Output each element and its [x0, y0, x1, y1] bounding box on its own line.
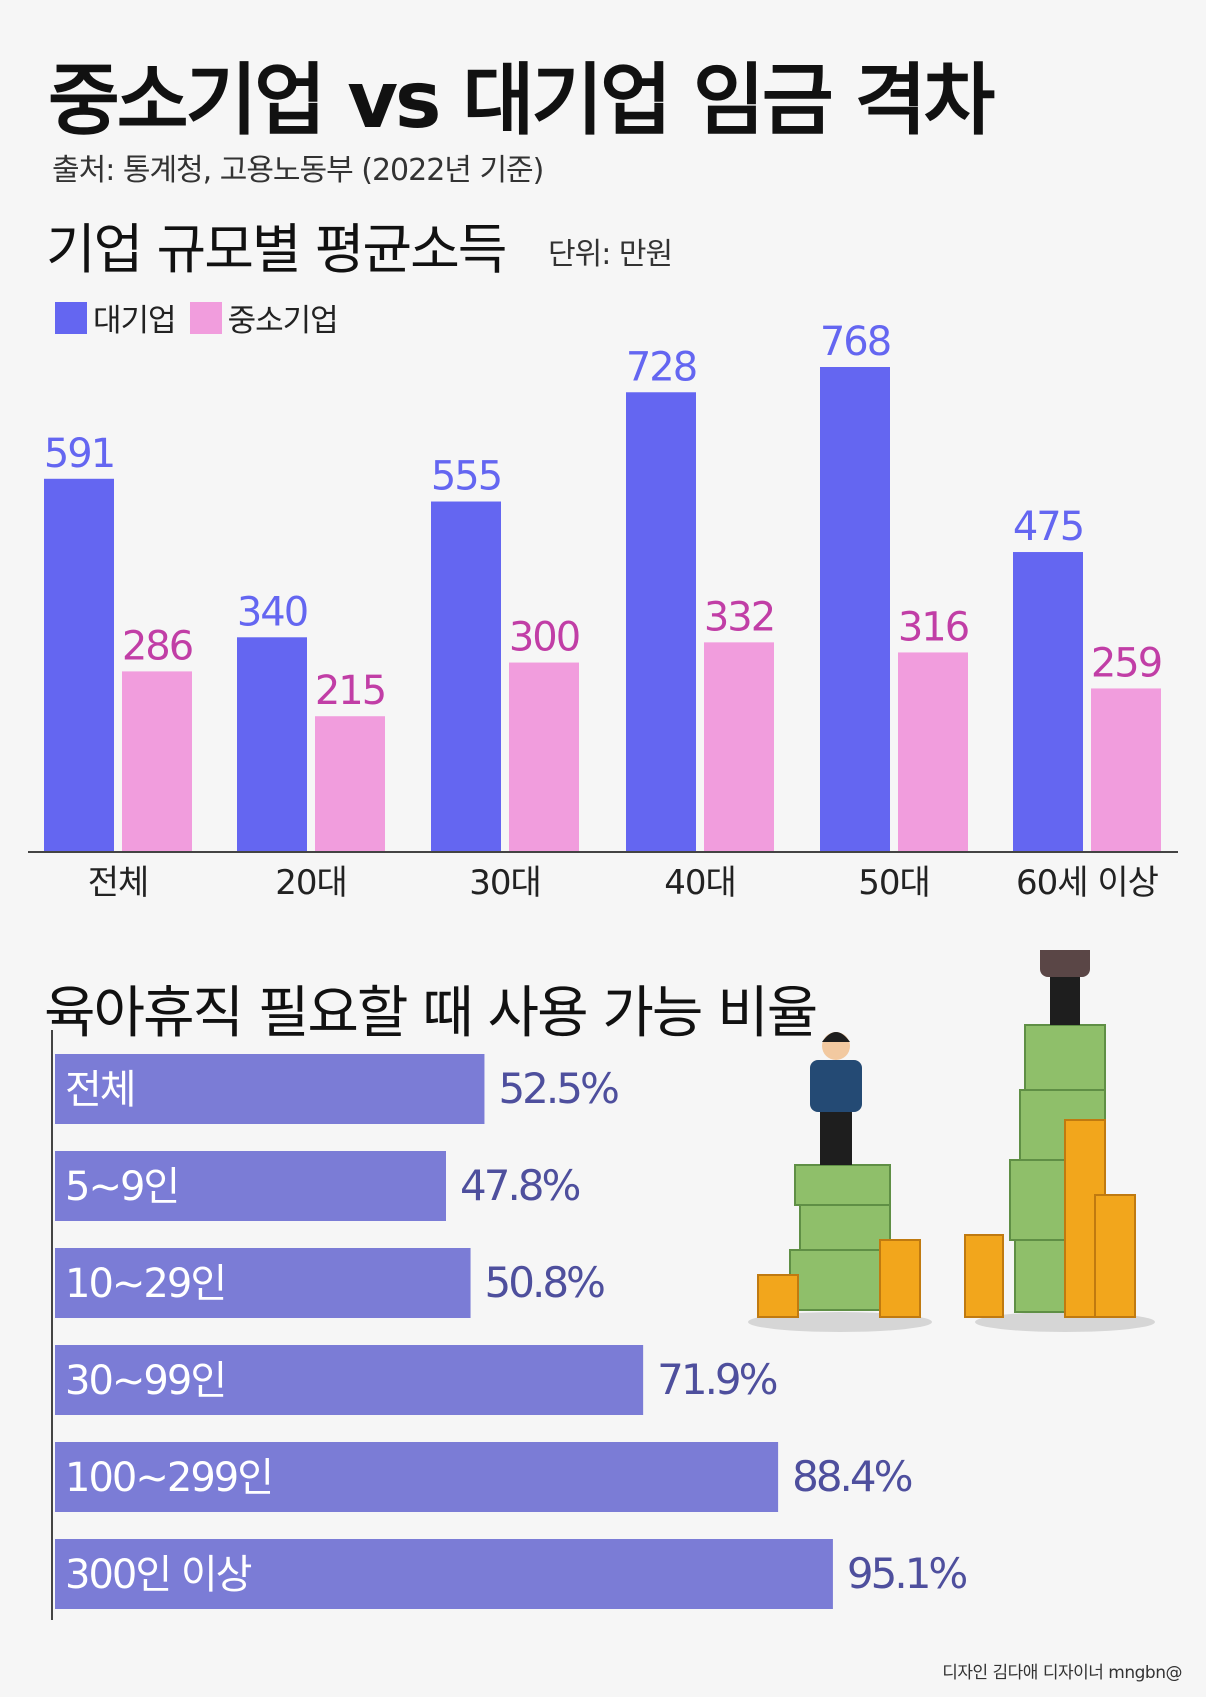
x-tick-label: 50대	[858, 863, 930, 903]
bar-value-label: 286	[122, 623, 192, 669]
hbar-1	[55, 1151, 447, 1221]
source-text: 출처: 통계청, 고용노동부 (2022년 기준)	[52, 153, 544, 188]
leave-bar-chart: 전체 52.5% 5~9인 47.8% 10~29인 50.8% 30~99인 71.9% 10…	[51, 1030, 969, 1620]
bar-small-5	[1091, 688, 1161, 852]
legend-item-small: 중소기업	[189, 295, 339, 340]
bar-value-label: 555	[431, 454, 501, 500]
x-tick-label: 전체	[88, 863, 149, 903]
leave-chart-title: 육아휴직 필요할 때 사용 가능 비율	[44, 981, 818, 1046]
bar-value-label: 215	[315, 668, 385, 714]
hbar-category-label: 10~29인	[65, 1261, 225, 1307]
hbar-value-label: 50.8%	[485, 1258, 605, 1307]
bar-small-3	[704, 642, 774, 852]
hbar-category-label: 300인 이상	[65, 1552, 252, 1598]
bar-value-label: 591	[44, 431, 114, 477]
legend-item-large: 대기업	[55, 295, 177, 340]
x-tick-label: 60세 이상	[1016, 863, 1159, 903]
bar-large-1	[237, 637, 307, 852]
bar-large-2	[431, 501, 501, 852]
bar-small-1	[315, 716, 385, 852]
bar-value-label: 259	[1091, 640, 1161, 686]
main-title: 중소기업 vs 대기업 임금 격차	[48, 56, 995, 146]
bar-large-3	[626, 392, 696, 852]
legend-swatch-large	[55, 301, 87, 334]
hbar-2	[55, 1248, 471, 1318]
legend-swatch-small	[189, 301, 222, 334]
x-tick-label: 30대	[469, 863, 541, 903]
hbar-category-label: 30~99인	[65, 1358, 225, 1404]
x-tick-label: 40대	[664, 863, 736, 903]
hbar-value-label: 47.8%	[460, 1161, 580, 1210]
bar-large-0	[44, 478, 114, 852]
hbar-value-label: 71.9%	[657, 1355, 777, 1404]
legend-label-small: 중소기업	[227, 303, 339, 339]
bar-value-label: 475	[1013, 504, 1083, 550]
hbar-value-label: 95.1%	[847, 1549, 967, 1598]
bar-value-label: 300	[509, 615, 579, 661]
bar-value-label: 332	[704, 594, 774, 640]
bar-value-label: 340	[237, 589, 307, 635]
income-chart-legend: 대기업 중소기업	[55, 295, 339, 340]
income-chart-unit: 단위: 만원	[548, 237, 673, 272]
bar-large-4	[820, 367, 890, 852]
hbar-value-label: 52.5%	[498, 1064, 618, 1113]
x-tick-label: 20대	[275, 863, 347, 903]
bar-value-label: 768	[820, 319, 890, 365]
bar-value-label: 316	[898, 604, 968, 650]
bar-small-4	[898, 652, 968, 852]
bar-large-5	[1013, 552, 1083, 852]
hbar-category-label: 5~9인	[65, 1164, 178, 1210]
bar-value-label: 728	[626, 344, 696, 390]
bar-small-0	[122, 671, 192, 852]
legend-label-large: 대기업	[93, 303, 177, 339]
hbar-category-label: 100~299인	[65, 1455, 272, 1501]
hbar-category-label: 전체	[65, 1067, 135, 1113]
money-stacks-illustration	[748, 950, 1155, 1332]
hbar-5	[55, 1539, 833, 1609]
credit-text: 디자인 김다애 디자이너 mngbn@	[942, 1663, 1182, 1683]
hbar-3	[55, 1345, 644, 1415]
hbar-value-label: 88.4%	[792, 1452, 912, 1501]
hbar-4	[55, 1442, 779, 1512]
hbar-0	[55, 1054, 485, 1124]
bar-small-2	[509, 662, 579, 852]
income-chart-title: 기업 규모별 평균소득	[46, 218, 507, 281]
